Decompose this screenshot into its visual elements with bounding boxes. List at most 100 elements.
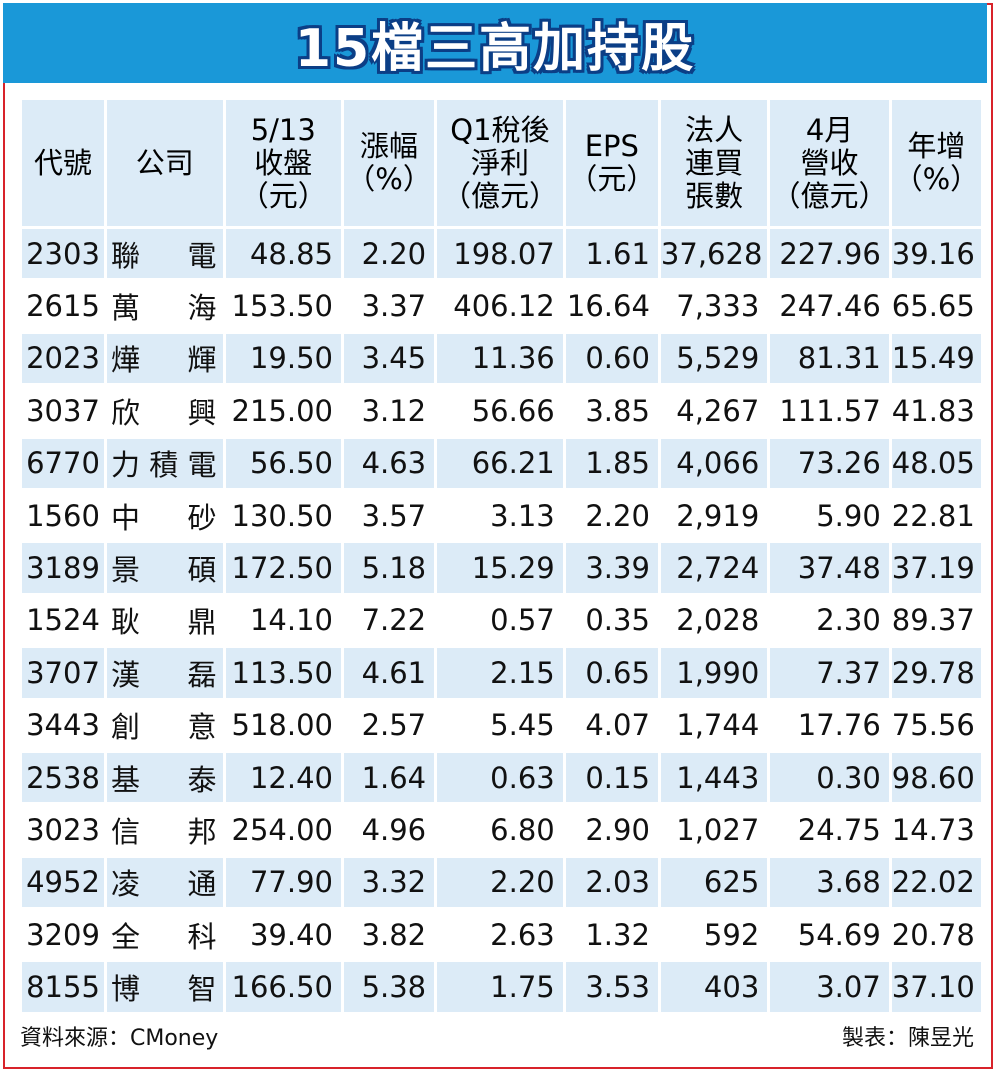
cell-code: 3443 xyxy=(22,700,105,750)
cell-revenue: 17.76 xyxy=(770,700,889,750)
cell-net-income: 6.80 xyxy=(437,805,563,855)
table-row: 3209 全 科 39.40 3.82 2.63 1.32 592 54.69 20.78 xyxy=(22,910,981,960)
cell-change: 1.64 xyxy=(343,752,435,803)
header-line: 4月 xyxy=(805,112,854,147)
cell-revenue: 5.90 xyxy=(770,490,889,541)
cell-net-income: 66.21 xyxy=(437,438,563,488)
cell-company: 力積電 xyxy=(107,438,223,488)
cell-company: 漢 磊 xyxy=(107,648,223,698)
cell-revenue: 81.31 xyxy=(770,333,889,384)
header-line: 連買 xyxy=(685,145,744,180)
cell-yoy: 37.10 xyxy=(891,962,981,1012)
cell-yoy: 37.19 xyxy=(891,543,981,593)
cell-close: 215.00 xyxy=(225,386,341,436)
cell-code: 2023 xyxy=(22,333,105,384)
cell-change: 3.82 xyxy=(343,910,435,960)
header-line: （%） xyxy=(346,162,432,196)
cell-close: 113.50 xyxy=(225,648,341,698)
cell-institutional: 7,333 xyxy=(660,281,768,331)
cell-code: 3209 xyxy=(22,910,105,960)
header-revenue: 4月 營收 （億元） xyxy=(770,100,889,226)
cell-institutional: 37,628 xyxy=(660,229,768,279)
cell-code: 3023 xyxy=(22,805,105,855)
cell-eps: 0.35 xyxy=(565,595,658,646)
header-institutional: 法人 連買 張數 xyxy=(660,100,768,226)
cell-company: 萬 海 xyxy=(107,281,223,331)
cell-revenue: 2.30 xyxy=(770,595,889,646)
cell-change: 5.38 xyxy=(343,962,435,1012)
cell-code: 2303 xyxy=(22,229,105,279)
cell-company: 凌 通 xyxy=(107,857,223,908)
cell-institutional: 1,744 xyxy=(660,700,768,750)
table-row: 3189 景 碩 172.50 5.18 15.29 3.39 2,724 37.48 37.1… xyxy=(22,543,981,593)
table-row: 3443 創 意 518.00 2.57 5.45 4.07 1,744 17.76 75.56 xyxy=(22,700,981,750)
cell-eps: 3.85 xyxy=(565,386,658,436)
cell-change: 3.12 xyxy=(343,386,435,436)
cell-institutional: 1,027 xyxy=(660,805,768,855)
cell-code: 6770 xyxy=(22,438,105,488)
cell-close: 130.50 xyxy=(225,490,341,541)
cell-eps: 16.64 xyxy=(565,281,658,331)
cell-institutional: 1,443 xyxy=(660,752,768,803)
cell-change: 2.57 xyxy=(343,700,435,750)
cell-revenue: 24.75 xyxy=(770,805,889,855)
cell-revenue: 37.48 xyxy=(770,543,889,593)
cell-revenue: 73.26 xyxy=(770,438,889,488)
cell-code: 1524 xyxy=(22,595,105,646)
cell-company: 中 砂 xyxy=(107,490,223,541)
cell-change: 4.96 xyxy=(343,805,435,855)
table-row: 8155 博 智 166.50 5.38 1.75 3.53 403 3.07 37.10 xyxy=(22,962,981,1012)
header-net-income: Q1稅後 淨利 （億元） xyxy=(437,100,563,226)
credit-note: 製表：陳昱光 xyxy=(841,1026,974,1051)
table-row: 3707 漢 磊 113.50 4.61 2.15 0.65 1,990 7.37 29.78 xyxy=(22,648,981,698)
cell-change: 5.18 xyxy=(343,543,435,593)
header-line: EPS xyxy=(584,129,639,163)
cell-close: 19.50 xyxy=(225,333,341,384)
cell-revenue: 3.07 xyxy=(770,962,889,1012)
cell-yoy: 22.81 xyxy=(891,490,981,541)
cell-eps: 1.85 xyxy=(565,438,658,488)
cell-company: 景 碩 xyxy=(107,543,223,593)
cell-close: 166.50 xyxy=(225,962,341,1012)
header-line: （%） xyxy=(893,162,980,196)
cell-close: 254.00 xyxy=(225,805,341,855)
cell-yoy: 22.02 xyxy=(891,857,981,908)
cell-close: 12.40 xyxy=(225,752,341,803)
cell-revenue: 3.68 xyxy=(770,857,889,908)
cell-eps: 0.15 xyxy=(565,752,658,803)
cell-eps: 4.07 xyxy=(565,700,658,750)
cell-close: 518.00 xyxy=(225,700,341,750)
cell-change: 3.37 xyxy=(343,281,435,331)
header-eps: EPS （元） xyxy=(565,100,658,226)
cell-net-income: 56.66 xyxy=(437,386,563,436)
header-line: （億元） xyxy=(771,178,888,213)
table-row: 2023 燁 輝 19.50 3.45 11.36 0.60 5,529 81.31 15.49 xyxy=(22,333,981,384)
table-row: 1560 中 砂 130.50 3.57 3.13 2.20 2,919 5.90 22.81 xyxy=(22,490,981,541)
cell-yoy: 14.73 xyxy=(891,805,981,855)
header-line: Q1稅後 xyxy=(450,112,550,147)
cell-net-income: 406.12 xyxy=(437,281,563,331)
cell-net-income: 2.15 xyxy=(437,648,563,698)
cell-close: 14.10 xyxy=(225,595,341,646)
cell-institutional: 4,267 xyxy=(660,386,768,436)
stock-table: 代號 公司 5/13 收盤 （元） 漲幅 （%） Q1稅後 淨利 （億元） EPS （元） 法人 連買 張數… xyxy=(19,97,984,1015)
cell-net-income: 2.20 xyxy=(437,857,563,908)
header-code: 代號 xyxy=(22,100,105,226)
cell-code: 1560 xyxy=(22,490,105,541)
cell-eps: 2.03 xyxy=(565,857,658,908)
cell-yoy: 15.49 xyxy=(891,333,981,384)
cell-yoy: 48.05 xyxy=(891,438,981,488)
cell-institutional: 2,028 xyxy=(660,595,768,646)
table-row: 3023 信 邦 254.00 4.96 6.80 2.90 1,027 24.75 14.73 xyxy=(22,805,981,855)
cell-revenue: 7.37 xyxy=(770,648,889,698)
cell-revenue: 54.69 xyxy=(770,910,889,960)
cell-eps: 2.90 xyxy=(565,805,658,855)
header-line: （元） xyxy=(568,162,656,196)
table-row: 3037 欣 興 215.00 3.12 56.66 3.85 4,267 111.57 41.… xyxy=(22,386,981,436)
cell-company: 耿 鼎 xyxy=(107,595,223,646)
cell-change: 3.32 xyxy=(343,857,435,908)
cell-yoy: 65.65 xyxy=(891,281,981,331)
cell-net-income: 15.29 xyxy=(437,543,563,593)
cell-revenue: 0.30 xyxy=(770,752,889,803)
cell-eps: 2.20 xyxy=(565,490,658,541)
